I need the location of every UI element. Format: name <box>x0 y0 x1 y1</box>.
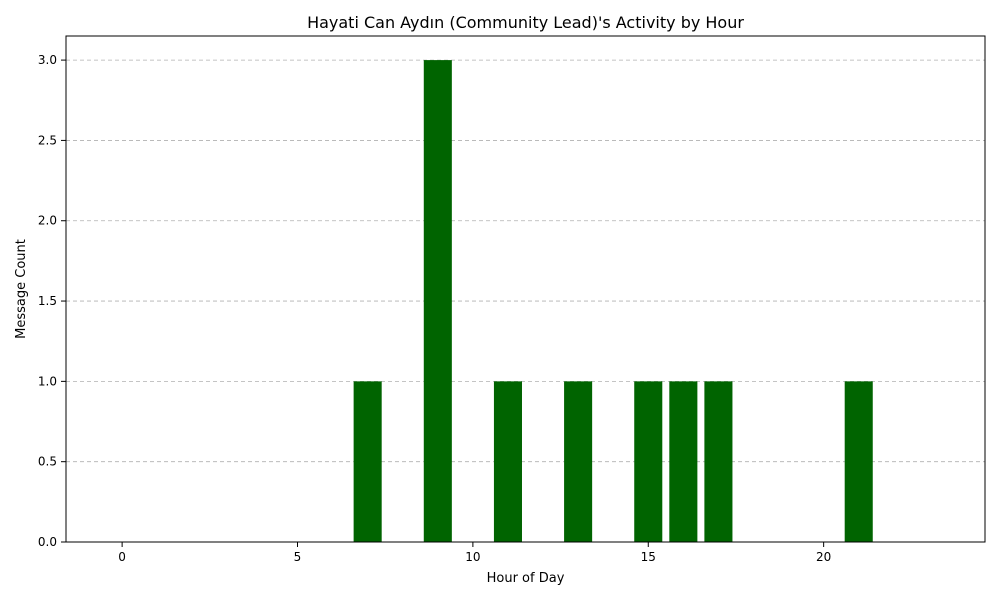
bar <box>423 60 452 542</box>
bar <box>634 381 663 542</box>
bar <box>493 381 522 542</box>
bar <box>564 381 593 542</box>
x-axis-ticks: 0 5 10 15 20 <box>118 542 831 564</box>
x-tick-label: 15 <box>641 550 656 564</box>
x-tick-label: 0 <box>118 550 126 564</box>
y-tick-label: 0.5 <box>38 455 57 469</box>
y-tick-label: 3.0 <box>38 53 57 67</box>
x-tick-label: 20 <box>816 550 831 564</box>
bar <box>844 381 873 542</box>
y-tick-label: 1.0 <box>38 374 57 388</box>
x-axis-label: Hour of Day <box>487 571 565 586</box>
y-tick-label: 1.5 <box>38 294 57 308</box>
bar <box>353 381 382 542</box>
bar <box>669 381 698 542</box>
y-tick-label: 2.5 <box>38 133 57 147</box>
x-tick-label: 10 <box>465 550 480 564</box>
grid-lines <box>66 59 985 463</box>
y-axis-label: Message Count <box>14 239 29 339</box>
y-tick-label: 0.0 <box>38 535 57 549</box>
bars <box>353 60 873 542</box>
chart-title: Hayati Can Aydın (Community Lead)'s Acti… <box>307 13 744 32</box>
y-tick-label: 2.0 <box>38 214 57 228</box>
y-axis-ticks: 0.0 0.5 1.0 1.5 2.0 2.5 3.0 <box>38 53 66 549</box>
plot-frame <box>65 35 986 543</box>
x-tick-label: 5 <box>294 550 302 564</box>
bar <box>704 381 733 542</box>
